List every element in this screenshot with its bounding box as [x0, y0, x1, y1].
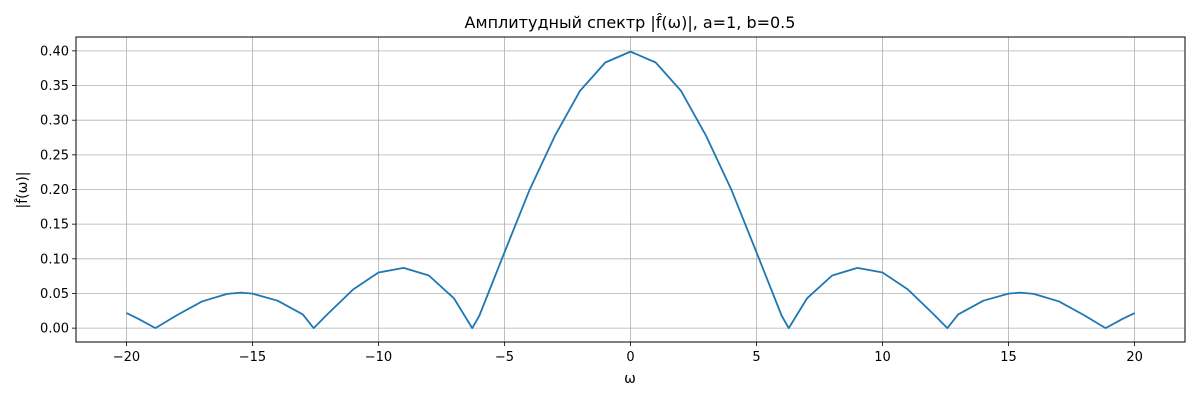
x-tick-label: 15: [1000, 350, 1017, 365]
grid: [76, 37, 1185, 342]
y-tick-label: 0.40: [40, 44, 69, 59]
series-line-0: [126, 50, 1135, 330]
x-tick-label: −15: [239, 350, 266, 365]
y-tick-label: 0.35: [40, 79, 69, 94]
y-tick-label: 0.25: [40, 148, 69, 163]
y-tick-label: 0.20: [40, 183, 69, 198]
x-tick-label: 20: [1126, 350, 1143, 365]
y-ticks: 0.00 0.05 0.10 0.15 0.20 0.25 0.30 0.35 0.40: [40, 44, 76, 337]
x-tick-label: 10: [874, 350, 891, 365]
x-ticks: −20 −15 −10 −5 0 5 10 15 20: [113, 342, 1143, 365]
y-tick-label: 0.30: [40, 114, 69, 129]
series-layer: [126, 50, 1135, 330]
x-tick-label: −20: [113, 350, 140, 365]
y-tick-label: 0.00: [40, 322, 69, 337]
x-tick-label: −10: [365, 350, 392, 365]
chart-title: Амплитудный спектр |f̂(ω)|, a=1, b=0.5: [465, 13, 796, 32]
x-tick-label: 0: [626, 350, 634, 365]
x-tick-label: 5: [752, 350, 760, 365]
x-axis-label: ω: [624, 371, 636, 387]
y-axis-label: |f̂(ω)|: [14, 171, 31, 208]
y-tick-label: 0.15: [40, 218, 69, 233]
x-tick-label: −5: [495, 350, 514, 365]
y-tick-label: 0.10: [40, 252, 69, 267]
y-tick-label: 0.05: [40, 287, 69, 302]
